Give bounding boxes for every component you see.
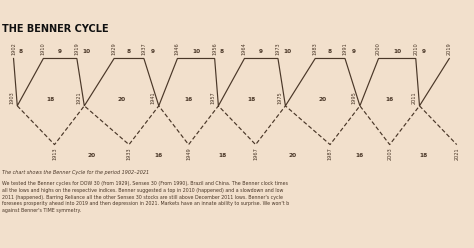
Text: 9: 9 [422,49,426,54]
Text: THE BENNER CYCLE: THE BENNER CYCLE [2,24,109,34]
Text: 18: 18 [46,97,55,102]
Text: We tested the Benner cycles for DOW 30 (from 1929), Sensex 30 (From 1990), Brazi: We tested the Benner cycles for DOW 30 (… [2,181,290,213]
Text: 1949: 1949 [186,147,191,160]
Text: 1964: 1964 [242,42,247,55]
Text: 1921: 1921 [76,92,82,104]
Text: 1903: 1903 [9,91,14,104]
Text: 1902: 1902 [11,42,16,55]
Text: 1941: 1941 [151,92,156,104]
Text: 8: 8 [127,49,131,54]
Text: 1983: 1983 [313,42,318,55]
Text: 18: 18 [248,97,256,102]
Text: 1913: 1913 [52,147,57,160]
Text: 9: 9 [351,49,356,54]
Text: 1967: 1967 [253,147,258,160]
Text: 9: 9 [259,49,263,54]
Text: 10: 10 [192,49,200,54]
Text: 16: 16 [184,97,193,102]
Text: 1991: 1991 [343,42,347,55]
Text: 8: 8 [220,49,224,54]
Text: 1987: 1987 [328,147,333,160]
Text: 16: 16 [155,153,163,158]
Text: 1937: 1937 [141,42,146,55]
Text: 1919: 1919 [74,42,79,55]
Text: 9: 9 [58,49,62,54]
Text: 1975: 1975 [277,92,283,104]
Text: The chart shows the Benner Cycle for the period 1902–2021: The chart shows the Benner Cycle for the… [2,170,149,175]
Text: 20: 20 [88,153,96,158]
Text: 20: 20 [118,97,126,102]
Text: 16: 16 [356,153,364,158]
Text: 2010: 2010 [413,42,418,55]
Text: 16: 16 [385,97,394,102]
Text: 20: 20 [289,153,297,158]
Text: 18: 18 [218,153,226,158]
Text: 8: 8 [19,49,23,54]
Text: 9: 9 [150,49,154,54]
Text: 20: 20 [319,97,327,102]
Text: 1946: 1946 [175,42,180,55]
Text: 10: 10 [82,49,90,54]
Text: 2021: 2021 [454,147,459,160]
Text: 8: 8 [328,49,332,54]
Text: 1929: 1929 [111,42,117,55]
Text: 1910: 1910 [41,42,46,55]
Text: 18: 18 [419,153,428,158]
Text: 10: 10 [393,49,401,54]
Text: 1933: 1933 [127,147,131,160]
Text: 2019: 2019 [447,42,452,55]
Text: 2000: 2000 [376,42,381,55]
Text: 2003: 2003 [387,147,392,160]
Text: 10: 10 [283,49,292,54]
Text: 1956: 1956 [212,42,217,55]
Text: 1973: 1973 [275,42,281,55]
Text: 2011: 2011 [411,92,417,104]
Text: 1957: 1957 [210,92,215,104]
Text: 1995: 1995 [352,91,357,104]
